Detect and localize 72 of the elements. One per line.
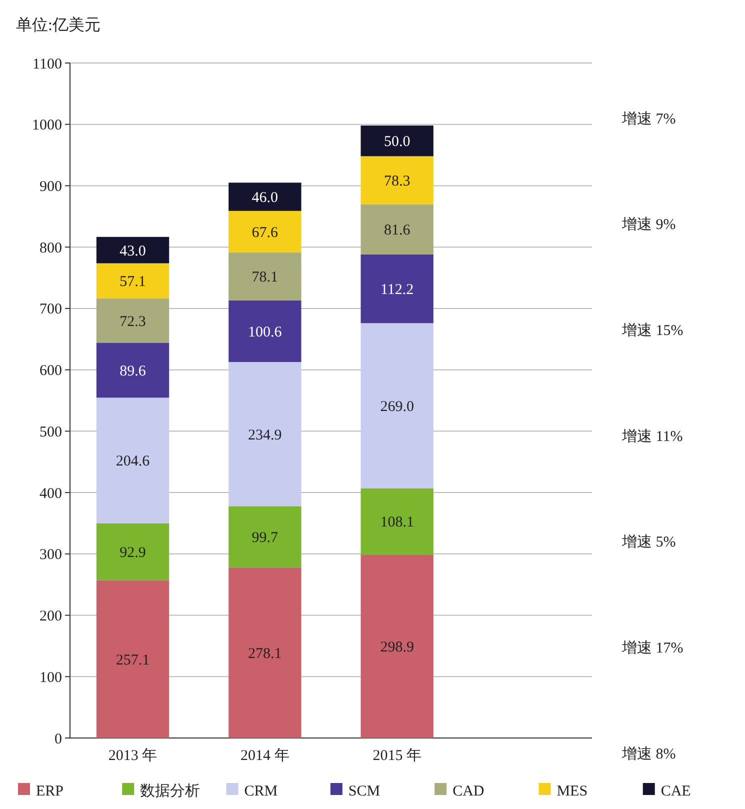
bar: [96, 263, 170, 298]
bar: [228, 210, 302, 252]
bar: [360, 254, 434, 324]
bar: [96, 398, 170, 524]
data-label: 112.2: [380, 282, 414, 298]
bar: [228, 362, 302, 506]
bar: [360, 323, 434, 488]
bar: [96, 580, 170, 738]
data-label: 78.1: [252, 270, 278, 286]
y-tick-label: 800: [40, 240, 62, 256]
text: 增速 17%: [621, 639, 684, 656]
data-label: 89.6: [120, 363, 146, 380]
bar: [96, 298, 170, 343]
x-tick-label: 2015 年: [372, 747, 422, 764]
legend-label: CAE: [660, 783, 691, 800]
y-tick-label: 400: [40, 486, 62, 502]
legend-label: SCM: [348, 783, 380, 800]
data-label: 72.3: [120, 314, 146, 330]
data-label: 204.6: [116, 454, 150, 470]
data-label: 234.9: [248, 427, 282, 444]
data-label: 269.0: [380, 398, 414, 415]
data-label: 67.6: [252, 224, 279, 241]
y-axis-title: 单位:亿美元: [16, 16, 100, 34]
bar: [360, 204, 434, 254]
bar: [360, 156, 434, 204]
y-tick-label: 500: [40, 424, 62, 440]
data-label: 92.9: [120, 544, 146, 561]
data-label: 43.0: [120, 243, 146, 260]
bar: [228, 252, 302, 300]
data-label: 46.0: [252, 190, 278, 206]
data-label: 78.3: [384, 173, 410, 190]
text: 增速 9%: [621, 216, 676, 234]
bar: [228, 567, 302, 738]
y-tick-label: 100: [40, 670, 62, 686]
bar: [228, 300, 302, 362]
bar: [360, 488, 434, 555]
text: 增速 15%: [621, 322, 684, 339]
bar: [96, 523, 170, 580]
data-label: 298.9: [380, 640, 414, 656]
data-label: 50.0: [384, 134, 410, 150]
data-label: 257.1: [116, 652, 150, 668]
bar: [360, 554, 434, 738]
legend-label: MES: [556, 783, 588, 800]
data-label: 278.1: [248, 646, 282, 662]
bar: [96, 236, 170, 264]
bar: [96, 342, 170, 398]
y-tick-label: 700: [40, 302, 62, 318]
y-tick-label: 1000: [32, 118, 62, 134]
y-tick-label: 300: [40, 547, 62, 564]
data-label: 108.1: [380, 514, 414, 531]
bar: [228, 506, 302, 568]
x-tick-label: 2013 年: [108, 747, 158, 764]
y-tick-label: 900: [40, 178, 62, 195]
bar: [360, 126, 434, 156]
legend-label: 数据分析: [140, 782, 200, 800]
data-label: 99.7: [252, 530, 279, 546]
text: 增速 7%: [621, 110, 676, 128]
y-tick-label: 0: [54, 731, 62, 748]
x-tick-label: 2014 年: [240, 747, 290, 764]
text: 增速 8%: [621, 745, 676, 762]
data-label: 57.1: [120, 274, 146, 290]
y-tick-label: 600: [40, 363, 62, 380]
text: 增速 11%: [621, 428, 683, 445]
legend-label: CAD: [452, 783, 484, 800]
data-label: 100.6: [248, 324, 282, 340]
text: 增速 5%: [621, 534, 676, 551]
bar: [228, 182, 302, 211]
legend-label: ERP: [36, 783, 64, 800]
data-label: 81.6: [384, 222, 411, 239]
y-tick-label: 200: [40, 608, 62, 625]
y-tick-label: 1100: [32, 56, 62, 72]
legend-label: CRM: [244, 783, 278, 800]
